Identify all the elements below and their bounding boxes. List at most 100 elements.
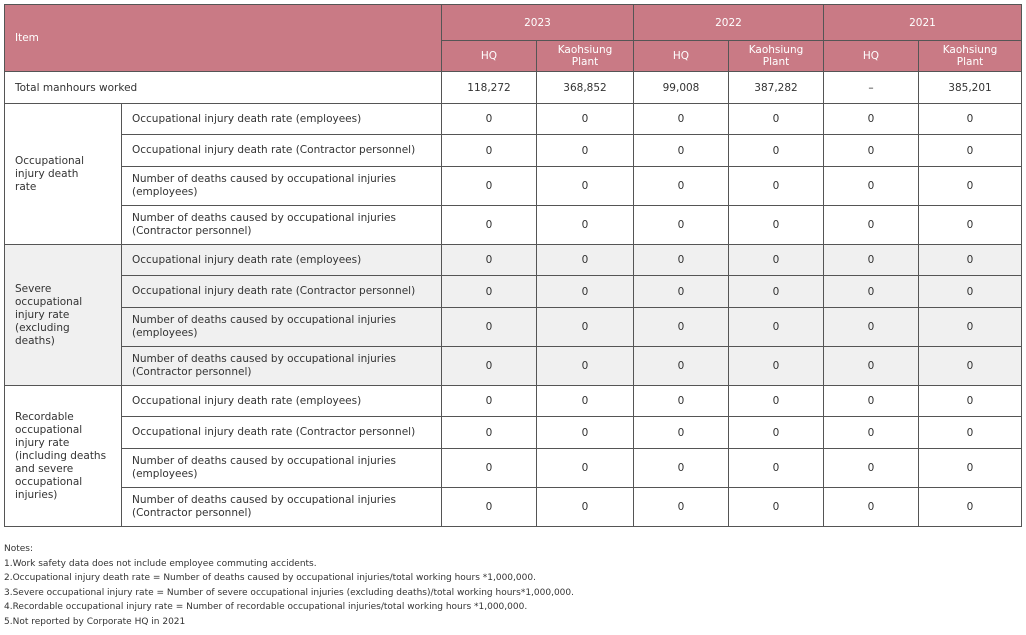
cell: 0 [823, 416, 919, 449]
note-line: 3.Severe occupational injury rate = Numb… [4, 587, 574, 598]
subcolumn-header: Kaohsiung Plant [536, 40, 634, 72]
cell: 0 [918, 134, 1022, 167]
group-label-line: (including deaths [15, 449, 107, 462]
cell: 0 [823, 103, 919, 135]
safety-table: Item 2023 2022 2021 HQ Kaohsiung Plant HQ Kaohs… [4, 4, 1022, 527]
data-row: Number of deaths caused by occupational … [5, 205, 1022, 245]
data-row: Occupational injury death rate (Contract… [5, 275, 1022, 308]
row-label: Occupational injury death rate (employee… [121, 244, 442, 276]
cell: 0 [918, 487, 1022, 527]
cell: 0 [441, 487, 537, 527]
year-header: 2022 [633, 4, 824, 41]
cell: 0 [633, 166, 729, 206]
row-label-line: Occupational injury death rate (Contract… [132, 285, 416, 297]
cell: 0 [918, 307, 1022, 347]
cell: 368,852 [536, 71, 634, 104]
cell: 0 [536, 244, 634, 276]
cell: 0 [441, 346, 537, 386]
cell: 0 [823, 134, 919, 167]
row-label-line: (Contractor personnel) [132, 366, 252, 378]
cell: 0 [633, 385, 729, 417]
cell: 0 [633, 134, 729, 167]
row-label-line: Number of deaths caused by occupational … [132, 455, 396, 467]
header-row: HQ Kaohsiung Plant HQ Kaohsiung Plant HQ Kaoh… [5, 40, 1022, 72]
cell: 0 [728, 103, 824, 135]
cell: 0 [728, 448, 824, 488]
cell: 0 [823, 275, 919, 308]
cell: 0 [823, 244, 919, 276]
data-row: Number of deaths caused by occupational … [5, 166, 1022, 206]
data-row: Number of deaths caused by occupational … [5, 346, 1022, 386]
cell: 0 [918, 416, 1022, 449]
group-label-line: and severe [15, 462, 74, 475]
row-label: Number of deaths caused by occupational … [121, 346, 442, 386]
group-label-line: injuries) [15, 488, 58, 501]
cell: 0 [918, 346, 1022, 386]
cell: – [823, 71, 919, 104]
cell: 0 [728, 244, 824, 276]
row-label-line: Occupational injury death rate (employee… [132, 112, 362, 125]
cell: 0 [441, 103, 537, 135]
cell: 0 [441, 134, 537, 167]
data-row: Occupational injury death rate (Contract… [5, 134, 1022, 167]
cell: 0 [441, 416, 537, 449]
row-label-line: Occupational injury death rate (employee… [132, 394, 362, 407]
cell: 0 [633, 205, 729, 245]
cell: 0 [441, 244, 537, 276]
subcolumn-header: HQ [441, 40, 537, 72]
row-label: Number of deaths caused by occupational … [121, 448, 442, 488]
subcolumn-header: Kaohsiung Plant [918, 40, 1022, 72]
row-label-line: Occupational injury death rate (Contract… [132, 426, 416, 438]
cell: 0 [918, 244, 1022, 276]
group-label: Severe occupational injury rate (excluding … [4, 244, 122, 386]
row-label: Occupational injury death rate (Contract… [121, 275, 442, 308]
total-row: Total manhours worked 118,272 368,852 99,00… [4, 71, 1022, 104]
row-label: Occupational injury death rate (employee… [121, 103, 442, 135]
row-label-line: Occupational injury death rate (employee… [132, 253, 362, 266]
cell: 0 [441, 307, 537, 347]
cell: 0 [633, 487, 729, 527]
cell: 0 [728, 346, 824, 386]
cell: 0 [536, 307, 634, 347]
note-line: 4.Recordable occupational injury rate = … [4, 602, 528, 613]
group-label: Occupational injury death rate [4, 103, 122, 245]
row-label-line: (employees) [132, 186, 198, 198]
cell: 0 [823, 307, 919, 347]
cell: 118,272 [441, 71, 537, 104]
cell: 0 [823, 385, 919, 417]
cell: 0 [918, 448, 1022, 488]
cell: 0 [728, 166, 824, 206]
cell: 0 [536, 416, 634, 449]
row-label: Total manhours worked [4, 71, 442, 104]
data-row: Number of deaths caused by occupational … [5, 487, 1022, 527]
row-label: Number of deaths caused by occupational … [121, 205, 442, 245]
group-label-line: injury death [15, 167, 79, 180]
data-row: Number of deaths caused by occupational … [5, 448, 1022, 488]
group-label-line: injury rate [15, 436, 70, 449]
cell: 387,282 [728, 71, 824, 104]
row-label: Number of deaths caused by occupational … [121, 487, 442, 527]
subcolumn-header: HQ [633, 40, 729, 72]
row-label-line: (employees) [132, 327, 198, 339]
cell: 0 [918, 385, 1022, 417]
cell: 0 [823, 205, 919, 245]
notes: Notes: 1.Work safety data does not includ… [4, 542, 574, 630]
row-label: Occupational injury death rate (Contract… [121, 134, 442, 167]
cell: 0 [536, 205, 634, 245]
cell: 0 [441, 166, 537, 206]
cell: 385,201 [918, 71, 1022, 104]
row-label: Occupational injury death rate (Contract… [121, 416, 442, 449]
cell: 0 [536, 487, 634, 527]
row-label-line: Number of deaths caused by occupational … [132, 212, 396, 224]
cell: 0 [633, 346, 729, 386]
cell: 0 [728, 416, 824, 449]
item-header: Item [4, 4, 442, 72]
cell: 0 [823, 448, 919, 488]
row-label-line: Number of deaths caused by occupational … [132, 353, 396, 365]
cell: 0 [441, 448, 537, 488]
cell: 0 [441, 205, 537, 245]
row-label-line: (Contractor personnel) [132, 507, 252, 519]
year-header: 2023 [441, 4, 634, 41]
data-row: Occupational injury death rate (Contract… [5, 416, 1022, 449]
